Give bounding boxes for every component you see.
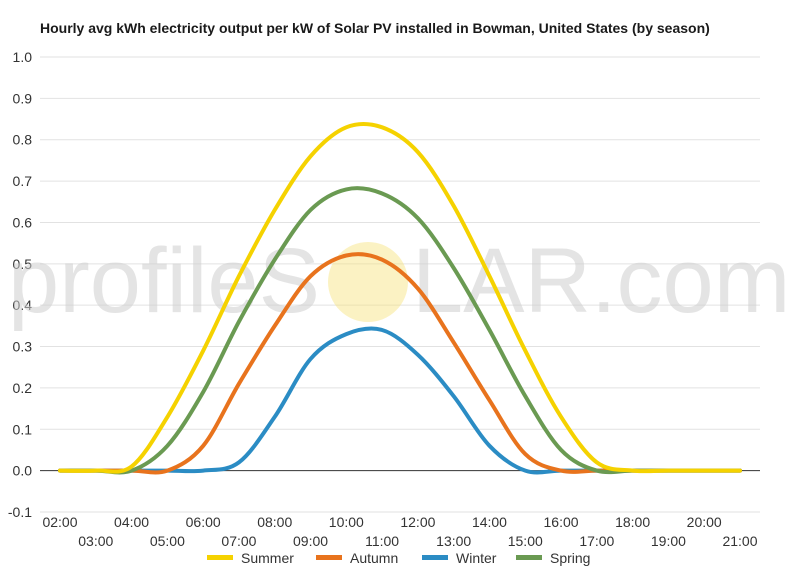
- x-tick-label: 21:00: [722, 533, 757, 549]
- y-tick-label: 0.5: [13, 256, 33, 272]
- y-tick-label: 0.4: [13, 297, 33, 313]
- y-tick-label: 0.2: [13, 380, 33, 396]
- x-tick-label: 02:00: [42, 514, 77, 530]
- y-tick-label: 0.3: [13, 339, 33, 355]
- watermark-text-left: profileS: [8, 230, 320, 332]
- y-tick-label: 0.8: [13, 132, 33, 148]
- x-tick-label: 09:00: [293, 533, 328, 549]
- y-tick-label: 0.1: [13, 421, 33, 437]
- y-tick-label: 1.0: [13, 49, 33, 65]
- watermark-text-right: LAR.com: [412, 230, 790, 332]
- x-tick-label: 17:00: [579, 533, 614, 549]
- x-tick-label: 12:00: [400, 514, 435, 530]
- legend-label-summer: Summer: [241, 550, 294, 566]
- y-axis-tick-labels: 1.0 0.9 0.8 0.7 0.6 0.5 0.4 0.3 0.2 0.1 0.0 -0.1: [8, 49, 32, 520]
- x-tick-label: 05:00: [150, 533, 185, 549]
- x-tick-label: 14:00: [472, 514, 507, 530]
- legend-swatch-spring: [516, 555, 542, 560]
- x-tick-label: 19:00: [651, 533, 686, 549]
- x-tick-label: 15:00: [508, 533, 543, 549]
- legend-label-spring: Spring: [550, 550, 590, 566]
- chart-title: Hourly avg kWh electricity output per kW…: [40, 20, 710, 36]
- y-tick-label: 0.0: [13, 463, 33, 479]
- series-lines: [58, 121, 742, 475]
- x-tick-label: 11:00: [365, 533, 399, 549]
- x-tick-label: 07:00: [221, 533, 256, 549]
- legend: Summer Autumn Winter Spring: [207, 550, 590, 566]
- y-tick-label: 0.6: [13, 214, 33, 230]
- watermark: profileS LAR.com: [8, 230, 790, 332]
- legend-swatch-winter: [422, 555, 448, 560]
- series-line-summer: [58, 121, 742, 474]
- legend-label-winter: Winter: [456, 550, 497, 566]
- x-tick-label: 10:00: [329, 514, 364, 530]
- x-tick-label: 06:00: [186, 514, 221, 530]
- legend-swatch-autumn: [316, 555, 342, 560]
- y-tick-label: 0.7: [13, 173, 33, 189]
- legend-label-autumn: Autumn: [350, 550, 398, 566]
- x-tick-label: 16:00: [544, 514, 579, 530]
- x-tick-label: 18:00: [615, 514, 650, 530]
- x-tick-label: 03:00: [78, 533, 113, 549]
- x-tick-label: 08:00: [257, 514, 292, 530]
- x-axis-tick-labels: 02:0003:0004:0005:0006:0007:0008:0009:00…: [42, 514, 757, 549]
- x-tick-label: 04:00: [114, 514, 149, 530]
- y-tick-label: -0.1: [8, 504, 32, 520]
- x-tick-label: 20:00: [687, 514, 722, 530]
- y-tick-label: 0.9: [13, 90, 33, 106]
- x-tick-label: 13:00: [436, 533, 471, 549]
- legend-swatch-summer: [207, 555, 233, 560]
